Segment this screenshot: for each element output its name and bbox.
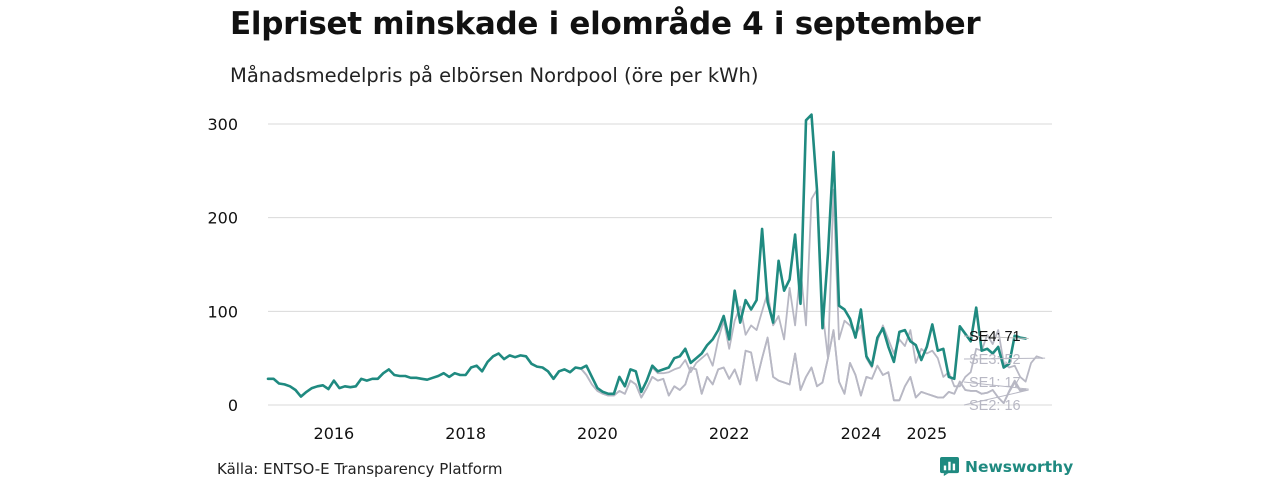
end-label-se2: SE2: 16 xyxy=(969,398,1021,414)
bar-chart-icon xyxy=(940,457,959,476)
y-tick-label: 100 xyxy=(207,302,238,321)
end-label-se1: SE1: 17 xyxy=(969,375,1021,391)
newsworthy-logo: Newsworthy xyxy=(940,457,1073,476)
label-leader-se3 xyxy=(963,357,1046,360)
chart-subtitle: Månadsmedelpris på elbörsen Nordpool (ör… xyxy=(230,64,759,87)
x-tick-label: 2025 xyxy=(906,424,947,443)
y-tick-label: 0 xyxy=(228,396,238,415)
end-label-se4: SE4: 71 xyxy=(969,329,1021,345)
label-leader-se1 xyxy=(963,381,1029,390)
x-tick-label: 2024 xyxy=(841,424,882,443)
x-tick-label: 2018 xyxy=(445,424,486,443)
x-tick-label: 2016 xyxy=(314,424,355,443)
y-tick-label: 200 xyxy=(207,209,238,228)
x-tick-label: 2022 xyxy=(709,424,750,443)
source-note: Källa: ENTSO-E Transparency Platform xyxy=(217,460,503,478)
y-tick-label: 300 xyxy=(207,115,238,134)
brand-name: Newsworthy xyxy=(965,457,1074,476)
series-line-se4 xyxy=(266,113,1027,398)
x-tick-label: 2020 xyxy=(577,424,618,443)
series-line-se3 xyxy=(267,188,1043,398)
chart-title: Elpriset minskade i elområde 4 i septemb… xyxy=(230,6,981,42)
label-leader-se4 xyxy=(963,335,1029,339)
end-label-se3: SE3: 52 xyxy=(969,352,1021,368)
label-leader-se2 xyxy=(963,389,1029,406)
